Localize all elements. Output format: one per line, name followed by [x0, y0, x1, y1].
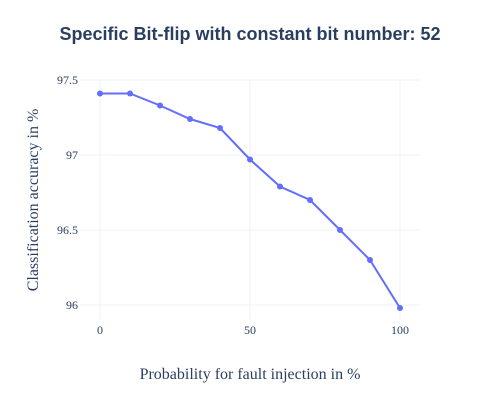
data-point [367, 257, 373, 263]
x-tick-label: 0 [97, 323, 103, 337]
series-layer [97, 90, 403, 311]
data-point [97, 90, 103, 97]
data-point [397, 305, 403, 311]
data-point [127, 90, 133, 97]
data-point [337, 227, 343, 233]
data-point [187, 116, 193, 122]
y-tick-label: 97 [66, 148, 78, 162]
tick-labels: 0 50 100 96 96.5 97 97.5 [57, 73, 409, 337]
grid [80, 79, 420, 320]
x-axis-label: Probability for fault injection in % [140, 366, 361, 383]
data-point [277, 183, 283, 190]
data-point [247, 156, 253, 163]
data-point [307, 197, 313, 203]
y-tick-label: 96.5 [57, 223, 78, 237]
y-tick-label: 97.5 [57, 73, 78, 87]
data-point [217, 125, 223, 131]
y-axis-label: Classification accuracy in % [25, 109, 42, 292]
data-point [157, 102, 163, 109]
chart-title: Specific Bit-flip with constant bit numb… [59, 24, 440, 44]
x-tick-label: 50 [244, 323, 256, 337]
x-tick-label: 100 [391, 323, 409, 337]
y-tick-label: 96 [66, 298, 78, 312]
